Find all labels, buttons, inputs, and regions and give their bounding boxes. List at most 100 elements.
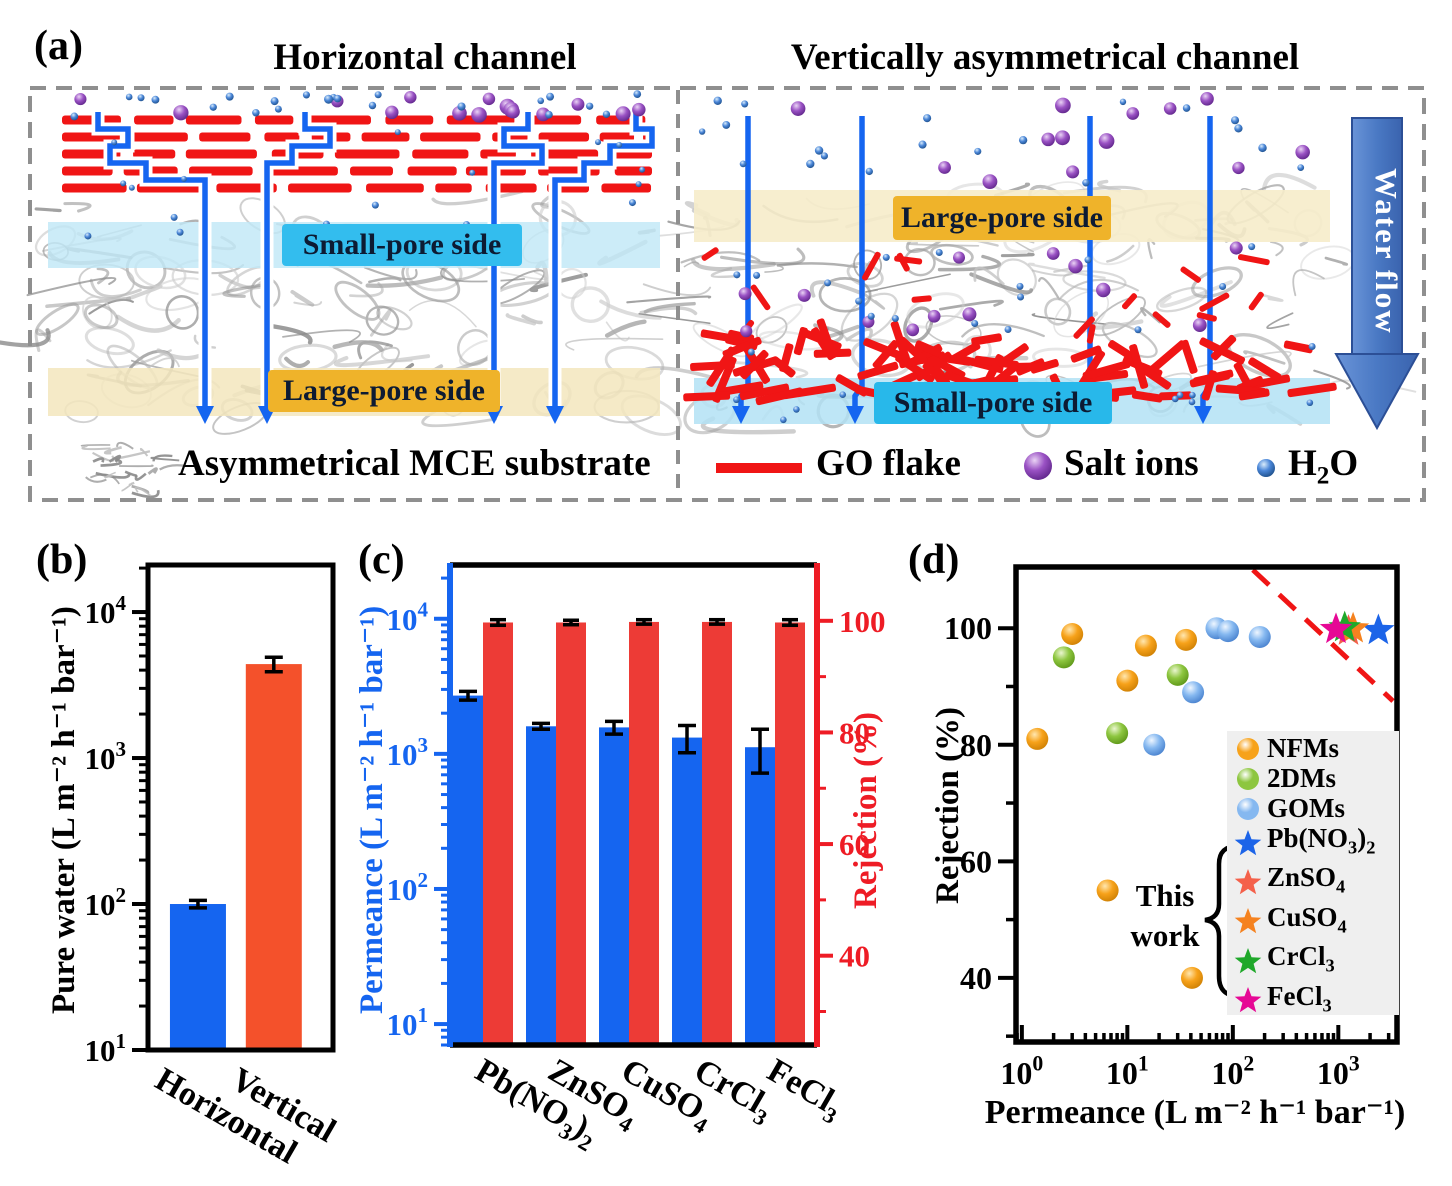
legend-label-go-flake: GO flake [816,443,961,484]
label-right-small-pore-side: Small-pore side [874,382,1112,424]
bar-permeance [672,737,702,1045]
data-point [1096,879,1119,902]
data-point [1248,625,1271,648]
legend-label-salt-ions: Salt ions [1064,443,1199,484]
legend-item-NFMs: NFMs [1233,733,1399,763]
series-FeCl3 [1319,612,1353,644]
data-point [1175,628,1198,651]
sphere-marker-icon [1237,798,1259,820]
water-flow-arrow [1334,117,1420,431]
legend-item-label: Pb(NO3)2 [1267,823,1376,858]
svg-text:40: 40 [839,939,870,974]
svg-text:103: 103 [84,737,126,776]
bar-rejection [702,621,732,1045]
chart-c-right-y-axis-label: Rejection (%) [848,711,884,909]
this-work-brace [1204,843,1239,999]
chart-d-legend: NFMs 2DMs GOMs Pb(NO3)2 ZnSO4 CuSO4 CrCl3 FeCl3 [1227,731,1399,1015]
svg-text:103: 103 [1317,1052,1360,1091]
this-work-label: This work [1130,878,1200,953]
legend-item-label: CrCl3 [1267,941,1335,976]
svg-text:80: 80 [960,727,992,763]
legend-label-water: H2O [1288,443,1359,490]
bar-permeance [453,695,483,1045]
tradeoff-upper-bound-line [1251,568,1395,703]
chart-d-y-axis-label: Rejection (%) [930,706,966,904]
plot-area: Pb(NO3)2ZnSO4CuSO4CrCl3FeCl3101102103104… [386,576,886,1156]
legend-item-CrCl3: CrCl3 [1233,941,1399,980]
legend-item-Pb(NO3)2: Pb(NO3)2 [1233,823,1399,862]
plot-area: 100 101 102 103 40 60 80 100 [944,568,1395,1091]
legend-item-2DMs: 2DMs [1233,763,1399,793]
svg-text:102: 102 [1211,1052,1254,1091]
panel-a-right-title: Vertically asymmetrical channel [790,37,1300,78]
sphere-marker-icon [1237,738,1259,760]
star-marker-icon [1234,869,1262,895]
data-point [1026,727,1049,750]
svg-text:101: 101 [386,1003,428,1042]
svg-text:101: 101 [1106,1052,1149,1091]
legend-item-CuSO4: CuSO4 [1233,902,1399,941]
star-marker-icon [1234,947,1262,974]
data-point [1143,733,1166,756]
legend-label-mce-substrate: Asymmetrical MCE substrate [178,443,651,484]
x-tick-label: FeCl3 [758,1052,849,1129]
legend-item-label: NFMs [1267,733,1339,763]
panel-d-tag: (d) [908,537,960,583]
sphere-marker-icon [1237,768,1259,790]
panel-a-left-title: Horizontal channel [273,37,577,78]
mce-substrate-icon [76,434,185,499]
data-point [1061,623,1084,646]
data-point-star [1319,612,1353,644]
data-point [1134,634,1157,657]
svg-text:80: 80 [839,715,870,750]
panel-a-dashed-border [28,86,1426,502]
svg-text:60: 60 [839,827,870,862]
label-left-small-pore-side: Small-pore side [282,224,522,266]
water-channel-arrows-left [91,112,659,424]
panel-a-tag: (a) [34,23,83,69]
svg-text:104: 104 [84,591,126,630]
label-right-large-pore-side: Large-pore side [893,196,1111,240]
svg-text:104: 104 [386,598,428,637]
legend-item-GOMs: GOMs [1233,793,1399,823]
legend-item-label: GOMs [1267,793,1345,823]
label-left-large-pore-side: Large-pore side [268,370,500,412]
star-marker-icon [1234,987,1262,1013]
data-point [1106,722,1129,745]
panel-b-tag: (b) [36,537,88,583]
chart-d-x-axis-label: Permeance (L m⁻² h⁻¹ bar⁻¹) [984,1094,1406,1131]
data-point [1166,663,1189,686]
svg-text:40: 40 [960,960,992,996]
salt-ion-icon [1024,452,1052,480]
svg-text:100: 100 [1000,1052,1043,1091]
chart-salt-permeance-rejection: Pb(NO3)2ZnSO4CuSO4CrCl3FeCl3101102103104… [386,562,886,1156]
legend-item-label: 2DMs [1267,763,1336,793]
svg-text:101: 101 [84,1029,126,1068]
water-molecule-icon [1257,459,1275,477]
data-point-star [1362,613,1395,645]
bar-vertical [245,664,302,1050]
water-particles [70,90,1316,424]
svg-text:100: 100 [839,604,886,639]
legend-item-label: CuSO4 [1267,901,1347,937]
series-NFMs [1026,623,1203,989]
bar-rejection [775,622,805,1045]
bar-rejection [629,621,659,1045]
bar-horizontal [169,904,226,1050]
bar-rejection [483,622,513,1045]
legend-item-label: FeCl3 [1267,980,1332,1015]
star-marker-icon [1234,908,1262,934]
bar-permeance [599,727,629,1045]
data-point [1182,681,1205,704]
panel-c-tag: (c) [358,537,405,583]
svg-text:60: 60 [960,843,992,879]
series-2DMs [1052,646,1189,745]
bar-rejection [556,622,586,1045]
star-marker-icon [1234,829,1262,855]
bar-permeance [526,726,556,1045]
series-Pb(NO3)2 [1362,613,1395,645]
data-point [1180,966,1203,989]
bar-permeance [745,747,775,1045]
